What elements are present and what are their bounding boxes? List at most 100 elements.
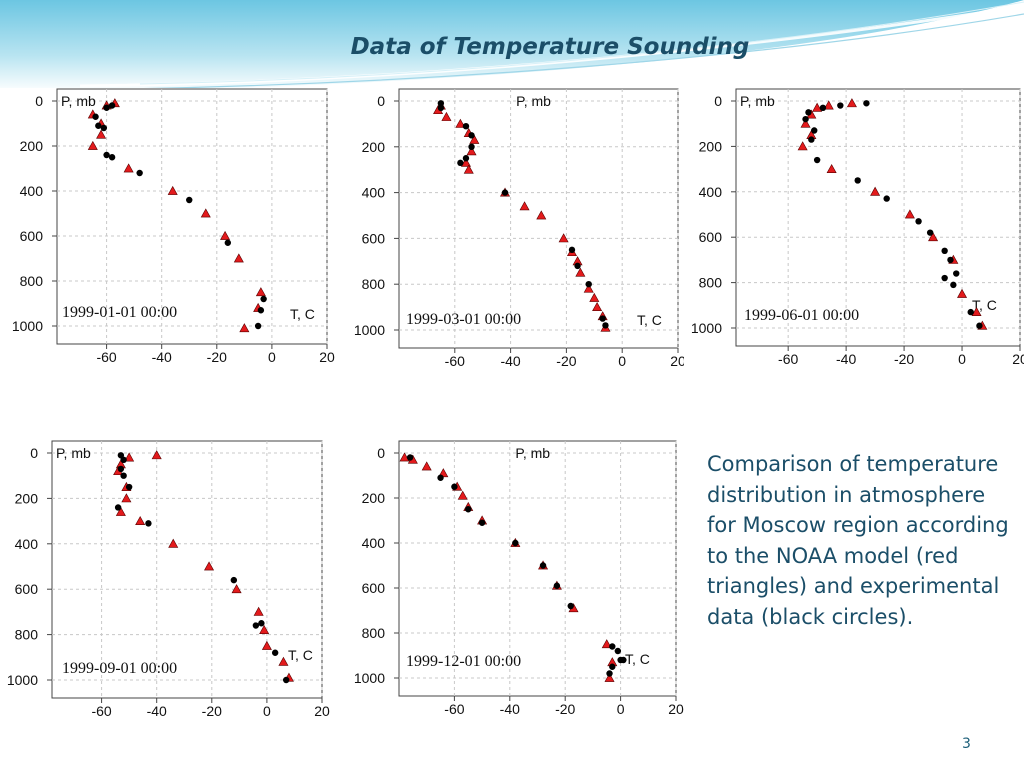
observed-circle-point — [553, 582, 561, 589]
y-tick-label: 800 — [699, 275, 723, 291]
model-triangle-point — [399, 452, 410, 462]
slide-title: Data of Temperature Sounding — [350, 34, 750, 60]
model-triangle-point — [971, 306, 982, 317]
observed-circle-point — [254, 322, 262, 330]
y-tick-label: 400 — [699, 184, 723, 200]
y-tick-label: 800 — [15, 627, 39, 643]
date-label: 1999-01-01 00:00 — [62, 304, 177, 321]
model-triangle-point — [233, 253, 244, 263]
y-tick-label: 800 — [362, 625, 386, 641]
observed-circle-point — [574, 262, 581, 270]
model-triangle-point — [261, 640, 272, 650]
observed-circle-point — [568, 246, 576, 254]
model-triangle-point — [519, 201, 530, 211]
model-triangle-point — [121, 493, 132, 503]
observed-circle-point — [120, 456, 127, 464]
observed-circle-point — [837, 102, 844, 109]
model-triangle-point — [204, 561, 215, 571]
observed-circle-point — [108, 102, 116, 109]
y-tick-label: 600 — [15, 581, 39, 597]
y-tick-label: 1000 — [354, 322, 385, 338]
y-tick-label: 0 — [377, 93, 385, 109]
observed-circle-point — [468, 143, 475, 150]
y-axis-label: P, mb — [56, 445, 91, 461]
model-triangle-point — [604, 672, 615, 682]
model-triangle-point — [957, 288, 968, 298]
model-triangle-point — [469, 134, 480, 144]
observed-circle-point — [108, 154, 116, 161]
observed-circle-point — [609, 663, 616, 670]
model-triangle-point — [575, 267, 586, 277]
y-tick-label: 200 — [15, 490, 39, 506]
x-tick-label: -20 — [556, 353, 576, 369]
model-triangle-point — [220, 230, 231, 240]
model-triangle-point — [87, 140, 98, 150]
observed-circle-point — [620, 656, 627, 664]
observed-circle-point — [100, 124, 108, 132]
model-triangle-point — [812, 102, 823, 112]
observed-circle-point — [819, 104, 827, 112]
header-wave-decoration — [0, 0, 1024, 92]
x-tick-label: -20 — [202, 703, 222, 719]
model-triangle-point — [800, 118, 811, 128]
y-tick-label: 600 — [20, 228, 44, 244]
y-tick-label: 0 — [35, 93, 43, 109]
observed-circle-point — [567, 602, 574, 610]
observed-circle-point — [478, 519, 486, 526]
observed-circle-point — [967, 308, 974, 316]
observed-circle-point — [813, 156, 821, 164]
observed-circle-point — [230, 576, 238, 584]
observed-circle-point — [462, 155, 470, 162]
model-triangle-point — [536, 210, 547, 220]
y-tick-label: 600 — [362, 230, 386, 246]
model-triangle-point — [601, 639, 612, 649]
observed-circle-point — [258, 620, 265, 627]
model-triangle-point — [421, 461, 432, 471]
model-triangle-point — [123, 163, 134, 173]
x-tick-label: 20 — [668, 701, 684, 717]
x-tick-label: 0 — [617, 701, 625, 717]
model-triangle-point — [231, 584, 242, 594]
y-tick-label: 800 — [20, 273, 44, 289]
model-triangle-point — [200, 208, 211, 218]
x-tick-label: 20 — [319, 349, 335, 365]
observed-circle-point — [501, 189, 509, 196]
observed-circle-point — [854, 177, 861, 184]
y-tick-label: 200 — [699, 138, 723, 154]
sounding-chart-1999-01: 0 200 400 600 800 1000 -60 -40 -20 0 20 P, mb T, C 19… — [0, 88, 340, 376]
x-axis-label: T, C — [288, 647, 313, 663]
observed-circle-point — [462, 122, 470, 130]
observed-circle-point — [457, 159, 464, 167]
sounding-chart-1999-12: 0 200 400 600 800 1000 -60 -40 -20 0 20 P, mb T, C 19… — [342, 440, 684, 724]
model-triangle-point — [928, 232, 939, 242]
y-tick-label: 600 — [699, 229, 723, 245]
model-triangle-point — [460, 157, 471, 167]
x-tick-label: 0 — [268, 349, 276, 365]
model-triangle-point — [583, 283, 594, 293]
plot-frame — [735, 88, 1021, 347]
observed-circle-point — [271, 649, 279, 656]
date-label: 1999-12-01 00:00 — [406, 653, 521, 670]
chart-svg: 0 200 400 600 800 1000 -60 -40 -20 0 20 P, mb T, C 19… — [7, 440, 330, 719]
observed-circle-point — [805, 109, 812, 116]
y-tick-label: 600 — [362, 580, 386, 596]
observed-circle-point — [186, 196, 193, 204]
x-tick-label: -60 — [91, 703, 111, 719]
observed-circle-point — [95, 122, 102, 129]
observed-circle-point — [609, 643, 616, 650]
x-tick-label: 0 — [263, 703, 271, 719]
observed-circle-point — [437, 104, 445, 112]
x-tick-label: -20 — [207, 349, 227, 365]
chart-svg: 0 200 400 600 800 1000 -60 -40 -20 0 20 P, mb T, C 19… — [354, 88, 686, 369]
observed-circle-point — [103, 104, 110, 111]
y-axis-label: P, mb — [740, 93, 775, 109]
observed-circle-point — [260, 295, 267, 303]
y-axis-label: P, mb — [515, 445, 550, 461]
model-triangle-point — [253, 606, 264, 616]
y-tick-label: 400 — [362, 185, 386, 201]
y-tick-label: 0 — [377, 445, 385, 461]
page-number: 3 — [962, 736, 971, 752]
observed-circle-point — [117, 465, 125, 473]
y-tick-label: 200 — [362, 490, 386, 506]
model-triangle-point — [846, 98, 857, 108]
